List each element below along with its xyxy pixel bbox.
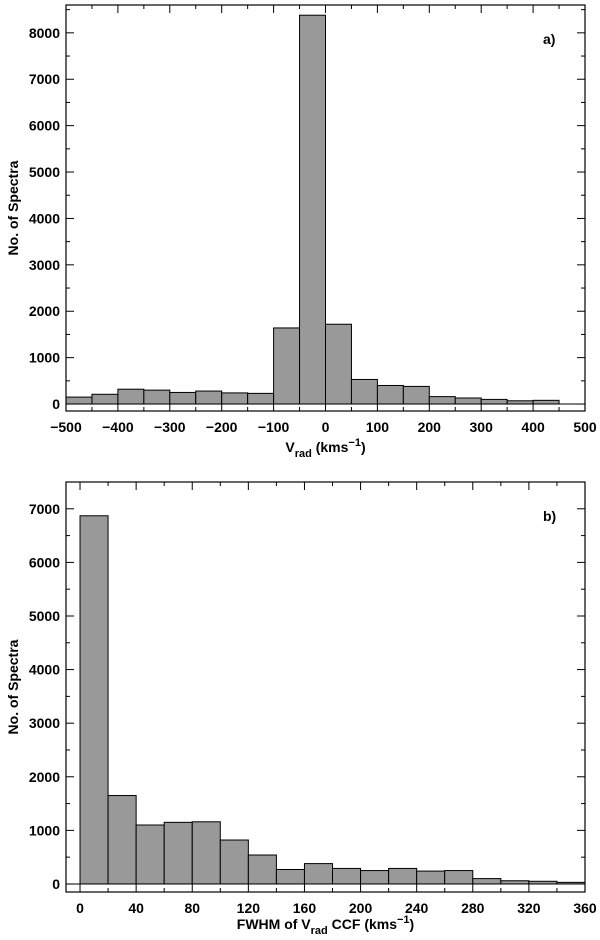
histogram-bar [325, 323, 352, 405]
x-tick-label: 320 [517, 900, 541, 916]
y-tick-label: 3000 [29, 257, 60, 273]
histogram-bar [117, 388, 145, 405]
x-tick-label: 360 [573, 900, 597, 916]
x-tick-label: 300 [470, 419, 494, 435]
histogram-bar [163, 821, 193, 885]
x-tick-label: −200 [206, 419, 238, 435]
panel-tag: b) [543, 508, 556, 524]
histogram-bar [303, 863, 334, 885]
y-tick-label: 6000 [29, 118, 60, 134]
plot-frame [65, 481, 586, 893]
histogram-bar [332, 867, 362, 885]
y-tick-label: 2000 [29, 769, 60, 785]
histogram-bar [275, 868, 305, 885]
histogram-bar [169, 391, 197, 405]
y-tick-label: 6000 [29, 554, 60, 570]
panel-tag: a) [543, 31, 555, 47]
histogram-bar [360, 870, 390, 885]
histogram-bar [428, 396, 456, 405]
histogram-bar [376, 384, 404, 405]
histogram-bar [480, 398, 508, 405]
x-tick-label: 240 [405, 900, 429, 916]
y-tick-label: 5000 [29, 608, 60, 624]
y-tick-label: 5000 [29, 164, 60, 180]
x-axis-label: Vrad (kms−1) [285, 437, 365, 460]
y-tick-label: 0 [52, 876, 60, 892]
histogram-bar [221, 392, 249, 405]
histogram-bar [91, 393, 119, 405]
x-tick-label: −100 [258, 419, 290, 435]
y-tick-label: 0 [52, 396, 60, 412]
x-tick-label: −300 [154, 419, 186, 435]
y-tick-label: 2000 [29, 303, 60, 319]
panel-b-fwhm-histogram: 0 40 80 120 160 200 240 280 320 360 0 1000 2000 3000 4… [5, 481, 597, 937]
x-tick-label: 80 [184, 900, 200, 916]
y-tick-label: 7000 [29, 71, 60, 87]
histogram-bar [135, 824, 165, 885]
y-tick-label: 4000 [29, 210, 60, 226]
x-tick-label: 280 [461, 900, 485, 916]
x-tick-label: 200 [418, 419, 442, 435]
histogram-bar [299, 14, 326, 405]
histogram-bar [402, 385, 430, 405]
y-axis-label: No. of Spectra [5, 160, 21, 255]
histogram-bar [65, 396, 93, 405]
x-tick-label: 120 [237, 900, 261, 916]
x-tick-label: 200 [349, 900, 373, 916]
x-tick-label: 0 [322, 419, 330, 435]
histogram-bar [247, 854, 277, 885]
x-tick-label: 500 [573, 419, 597, 435]
y-tick-label: 1000 [29, 822, 60, 838]
histogram-bar [472, 878, 502, 885]
histogram-bar [143, 389, 171, 405]
histogram-bar [388, 867, 418, 885]
histogram-bar [273, 327, 301, 405]
x-axis-label: FWHM of Vrad CCF (kms−1) [237, 914, 414, 937]
histogram-bar [247, 392, 275, 405]
y-tick-label: 1000 [29, 350, 60, 366]
x-tick-label: 100 [366, 419, 390, 435]
histogram-bar [219, 839, 249, 885]
histogram-bar [444, 870, 474, 885]
y-tick-label: 8000 [29, 25, 60, 41]
histogram-bar [350, 378, 378, 405]
x-tick-label: 40 [128, 900, 144, 916]
histogram-bar [191, 821, 221, 885]
histogram-bar [107, 795, 137, 885]
y-tick-label: 4000 [29, 662, 60, 678]
x-tick-label: −400 [102, 419, 134, 435]
y-axis-label: No. of Spectra [5, 639, 21, 734]
histogram-bar [416, 870, 446, 885]
histogram-bar [532, 399, 560, 405]
panel-a-radial-velocity-histogram: −500 −400 −300 −200 −100 0 100 200 300 400 5000100… [5, 4, 597, 460]
x-tick-label: 400 [521, 419, 545, 435]
y-tick-label: 3000 [29, 715, 60, 731]
histogram-bar [79, 515, 109, 885]
histogram-bar [454, 397, 482, 405]
y-tick-label: 7000 [29, 501, 60, 517]
x-tick-label: −500 [50, 419, 82, 435]
histogram-bar [195, 390, 223, 405]
x-tick-label: 160 [293, 900, 317, 916]
x-tick-label: 0 [76, 900, 84, 916]
